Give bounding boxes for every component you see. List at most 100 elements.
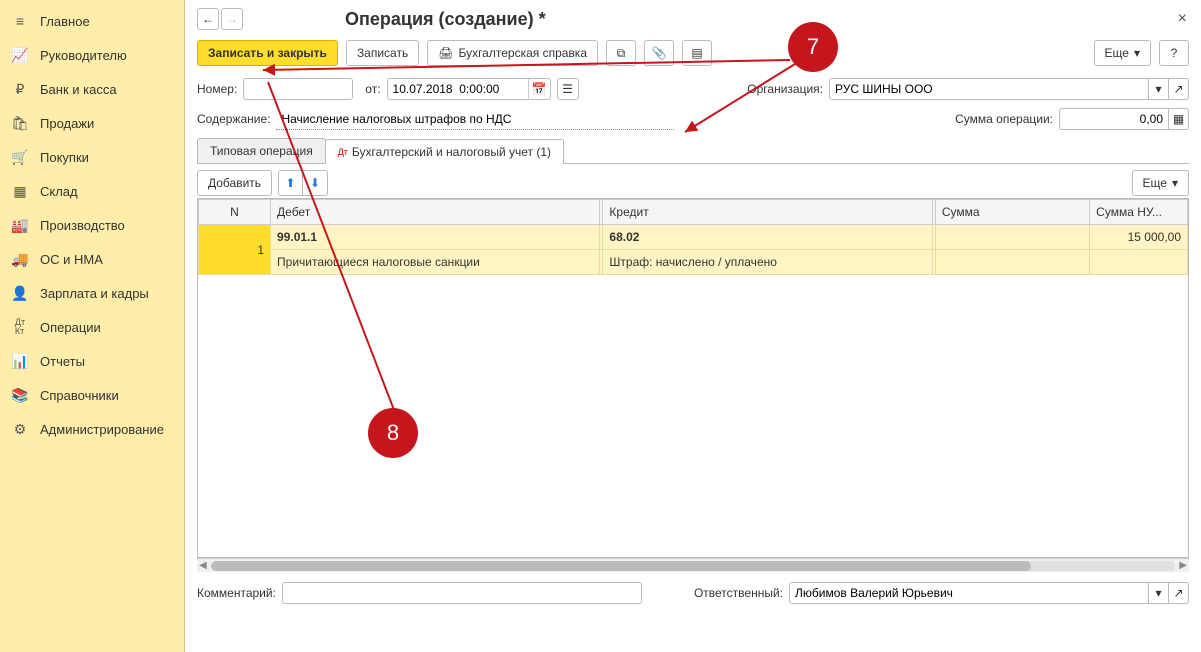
nav-back-button[interactable]: ← [197,8,219,30]
cart-icon: 🛒 [10,148,30,166]
books-icon: 📚 [10,386,30,404]
sidebar-item-bank[interactable]: ₽Банк и касса [0,72,184,106]
report-button[interactable]: 🖨Бухгалтерская справка [427,40,598,66]
sidebar-item-label: Отчеты [40,354,85,369]
org-label: Организация: [747,82,823,96]
sidebar-item-label: Зарплата и кадры [40,286,149,301]
gear-icon: ⚙ [10,420,30,438]
tab-accounting[interactable]: ДтБухгалтерский и налоговый учет (1) [325,139,564,164]
sidebar-item-label: Справочники [40,388,119,403]
main-panel: × ← → Операция (создание) * Записать и з… [185,0,1201,652]
col-sum-nu[interactable]: Сумма НУ... [1090,200,1188,225]
move-down-button[interactable]: ⬇ [303,171,327,195]
move-up-button[interactable]: ⬆ [279,171,303,195]
annotation-marker-7: 7 [788,22,838,72]
col-n[interactable]: N [199,200,271,225]
org-dropdown-button[interactable]: ▾ [1149,78,1169,100]
cell-debit-sub[interactable]: Причитающиеся налоговые санкции [271,250,600,275]
cell-credit-sub[interactable]: Штраф: начислено / уплачено [603,250,932,275]
sidebar-item-label: Руководителю [40,48,127,63]
cell-debit-acc[interactable]: 99.01.1 [271,225,600,250]
attach-button[interactable]: 📎 [644,40,674,66]
col-debit[interactable]: Дебет [271,200,600,225]
sidebar-item-purchases[interactable]: 🛒Покупки [0,140,184,174]
sub-more-button[interactable]: Еще ▾ [1132,170,1189,196]
table-row[interactable]: 1 99.01.1 68.02 15 000,00 [199,225,1188,250]
col-sum[interactable]: Сумма [935,200,1089,225]
nav-forward-button[interactable]: → [221,8,243,30]
resp-input[interactable] [789,582,1149,604]
cell-sum-nu[interactable]: 15 000,00 [1090,225,1188,250]
chevron-down-icon: ▾ [1134,46,1140,60]
cell-sum[interactable] [935,225,1089,250]
org-input[interactable] [829,78,1149,100]
sidebar-item-warehouse[interactable]: ▦Склад [0,174,184,208]
sidebar-item-directories[interactable]: 📚 Справочники [0,378,184,412]
amount-calc-button[interactable]: ▦ [1169,108,1189,130]
resp-dropdown-button[interactable]: ▾ [1149,582,1169,604]
sidebar: ≡Главное 📈 Руководителю ₽Банк и касса 🛍 Пр… [0,0,185,652]
bars-icon: 📊 [10,352,30,370]
sidebar-item-salary[interactable]: 👤Зарплата и кадры [0,276,184,310]
chevron-down-icon: ▾ [1172,176,1178,190]
cell-n[interactable]: 1 [199,225,271,275]
factory-icon: 🏭 [10,216,30,234]
amount-label: Сумма операции: [955,112,1053,126]
date-extra-button[interactable]: ☰ [557,78,579,100]
dtkt-icon: ДтКт [10,318,30,336]
annotation-marker-8: 8 [368,408,418,458]
ruble-icon: ₽ [10,80,30,98]
sidebar-item-main[interactable]: ≡Главное [0,4,184,38]
org-open-button[interactable]: ↗ [1169,78,1189,100]
more-button[interactable]: Еще ▾ [1094,40,1151,66]
sidebar-item-assets[interactable]: 🚚 ОС и НМА [0,242,184,276]
cell-sum2[interactable] [935,250,1089,275]
table-row-sub[interactable]: Причитающиеся налоговые санкции Штраф: н… [199,250,1188,275]
calendar-button[interactable]: 📅 [528,79,550,99]
resp-label: Ответственный: [694,586,783,600]
clip-icon: 📎 [652,46,667,60]
sidebar-item-admin[interactable]: ⚙ Администрирование [0,412,184,446]
menu-icon: ≡ [10,12,30,30]
help-button[interactable]: ? [1159,40,1189,66]
list-button[interactable]: ▤ [682,40,712,66]
truck-icon: 🚚 [10,250,30,268]
list-icon: ▤ [691,46,702,60]
date-field: 📅 [387,78,551,100]
tab-typical[interactable]: Типовая операция [197,138,326,163]
comment-label: Комментарий: [197,586,276,600]
date-input[interactable] [388,79,528,99]
close-button[interactable]: × [1178,10,1187,28]
copy-button[interactable]: ⧉ [606,40,636,66]
content-input[interactable] [276,108,674,130]
tabs: Типовая операция ДтБухгалтерский и налог… [197,138,1189,164]
save-close-button[interactable]: Записать и закрыть [197,40,338,66]
sidebar-item-reports[interactable]: 📊 Отчеты [0,344,184,378]
h-scrollbar[interactable]: ◀ ▶ [197,558,1189,572]
cell-sum-nu2[interactable] [1090,250,1188,275]
cell-credit-acc[interactable]: 68.02 [603,225,932,250]
sidebar-item-production[interactable]: 🏭 Производство [0,208,184,242]
bag-icon: 🛍 [10,114,30,132]
copy-icon: ⧉ [617,46,626,61]
sidebar-item-operations[interactable]: ДтКтОперации [0,310,184,344]
col-credit[interactable]: Кредит [603,200,932,225]
sidebar-item-label: Продажи [40,116,94,131]
save-button[interactable]: Записать [346,40,419,66]
dtkt-icon: Дт [338,147,348,157]
date-label: от: [365,82,380,96]
sidebar-item-label: Администрирование [40,422,164,437]
chart-icon: 📈 [10,46,30,64]
arrow-down-icon: ⬇ [310,176,320,190]
number-input[interactable] [243,78,353,100]
resp-open-button[interactable]: ↗ [1169,582,1189,604]
sidebar-item-label: Производство [40,218,125,233]
sidebar-item-label: ОС и НМА [40,252,103,267]
sidebar-item-sales[interactable]: 🛍 Продажи [0,106,184,140]
page-title: Операция (создание) * [345,9,546,30]
amount-input[interactable] [1059,108,1169,130]
comment-input[interactable] [282,582,642,604]
entries-table: N Дебет Кредит Сумма Сумма НУ... 1 99.01… [197,198,1189,558]
add-button[interactable]: Добавить [197,170,272,196]
sidebar-item-manager[interactable]: 📈 Руководителю [0,38,184,72]
